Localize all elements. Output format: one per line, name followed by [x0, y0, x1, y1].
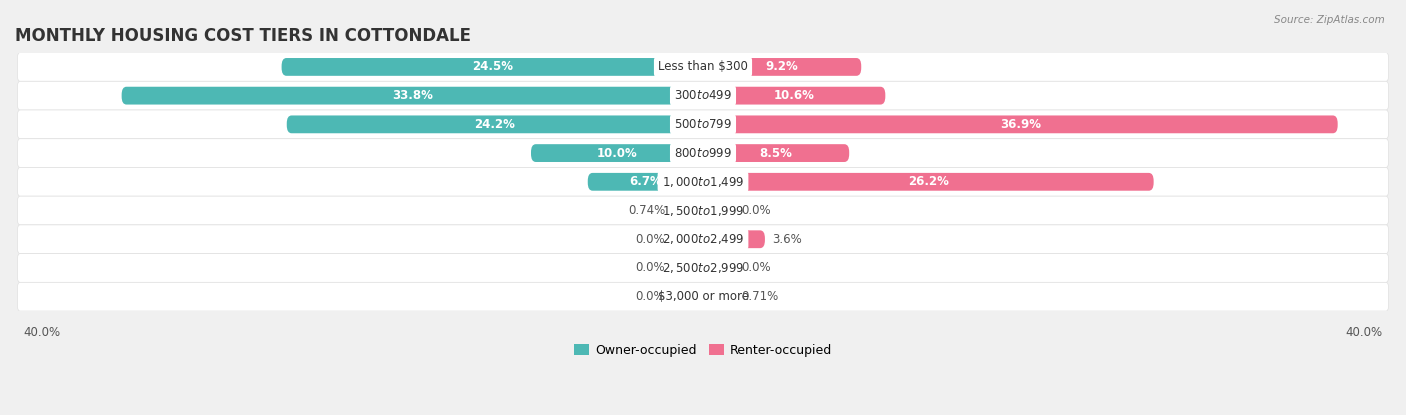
Legend: Owner-occupied, Renter-occupied: Owner-occupied, Renter-occupied [568, 339, 838, 361]
Text: 0.74%: 0.74% [628, 204, 665, 217]
Text: 0.71%: 0.71% [741, 290, 778, 303]
Text: 36.9%: 36.9% [1000, 118, 1040, 131]
Text: 40.0%: 40.0% [1346, 326, 1382, 339]
Text: 26.2%: 26.2% [908, 175, 949, 188]
Text: $500 to $799: $500 to $799 [673, 118, 733, 131]
FancyBboxPatch shape [703, 115, 1337, 133]
Text: 0.0%: 0.0% [636, 261, 665, 274]
Text: 40.0%: 40.0% [24, 326, 60, 339]
Text: 8.5%: 8.5% [759, 146, 793, 160]
Text: 24.5%: 24.5% [472, 61, 513, 73]
Text: Source: ZipAtlas.com: Source: ZipAtlas.com [1274, 15, 1385, 24]
FancyBboxPatch shape [18, 139, 1388, 167]
FancyBboxPatch shape [18, 167, 1388, 196]
FancyBboxPatch shape [18, 196, 1388, 225]
Text: $300 to $499: $300 to $499 [673, 89, 733, 102]
FancyBboxPatch shape [703, 202, 734, 220]
Text: 33.8%: 33.8% [392, 89, 433, 102]
FancyBboxPatch shape [672, 202, 703, 220]
FancyBboxPatch shape [703, 259, 734, 277]
Text: 0.0%: 0.0% [741, 261, 770, 274]
Text: MONTHLY HOUSING COST TIERS IN COTTONDALE: MONTHLY HOUSING COST TIERS IN COTTONDALE [15, 27, 471, 46]
Text: 10.6%: 10.6% [773, 89, 814, 102]
FancyBboxPatch shape [18, 53, 1388, 81]
FancyBboxPatch shape [18, 225, 1388, 254]
Text: 0.0%: 0.0% [636, 233, 665, 246]
FancyBboxPatch shape [122, 87, 703, 105]
FancyBboxPatch shape [703, 288, 734, 305]
FancyBboxPatch shape [703, 58, 862, 76]
FancyBboxPatch shape [672, 259, 703, 277]
Text: 6.7%: 6.7% [628, 175, 662, 188]
FancyBboxPatch shape [18, 110, 1388, 139]
FancyBboxPatch shape [703, 230, 765, 248]
Text: 24.2%: 24.2% [474, 118, 516, 131]
FancyBboxPatch shape [281, 58, 703, 76]
Text: 10.0%: 10.0% [596, 146, 637, 160]
FancyBboxPatch shape [18, 254, 1388, 282]
Text: 0.0%: 0.0% [636, 290, 665, 303]
FancyBboxPatch shape [703, 87, 886, 105]
FancyBboxPatch shape [531, 144, 703, 162]
Text: $3,000 or more: $3,000 or more [658, 290, 748, 303]
FancyBboxPatch shape [703, 144, 849, 162]
Text: 0.0%: 0.0% [741, 204, 770, 217]
Text: $1,000 to $1,499: $1,000 to $1,499 [662, 175, 744, 189]
Text: $2,000 to $2,499: $2,000 to $2,499 [662, 232, 744, 246]
FancyBboxPatch shape [18, 81, 1388, 110]
Text: $2,500 to $2,999: $2,500 to $2,999 [662, 261, 744, 275]
Text: $1,500 to $1,999: $1,500 to $1,999 [662, 203, 744, 217]
FancyBboxPatch shape [672, 230, 703, 248]
FancyBboxPatch shape [287, 115, 703, 133]
Text: $800 to $999: $800 to $999 [673, 146, 733, 160]
FancyBboxPatch shape [703, 173, 1154, 191]
FancyBboxPatch shape [18, 282, 1388, 311]
Text: 9.2%: 9.2% [766, 61, 799, 73]
FancyBboxPatch shape [672, 288, 703, 305]
Text: 3.6%: 3.6% [772, 233, 801, 246]
FancyBboxPatch shape [588, 173, 703, 191]
Text: Less than $300: Less than $300 [658, 61, 748, 73]
